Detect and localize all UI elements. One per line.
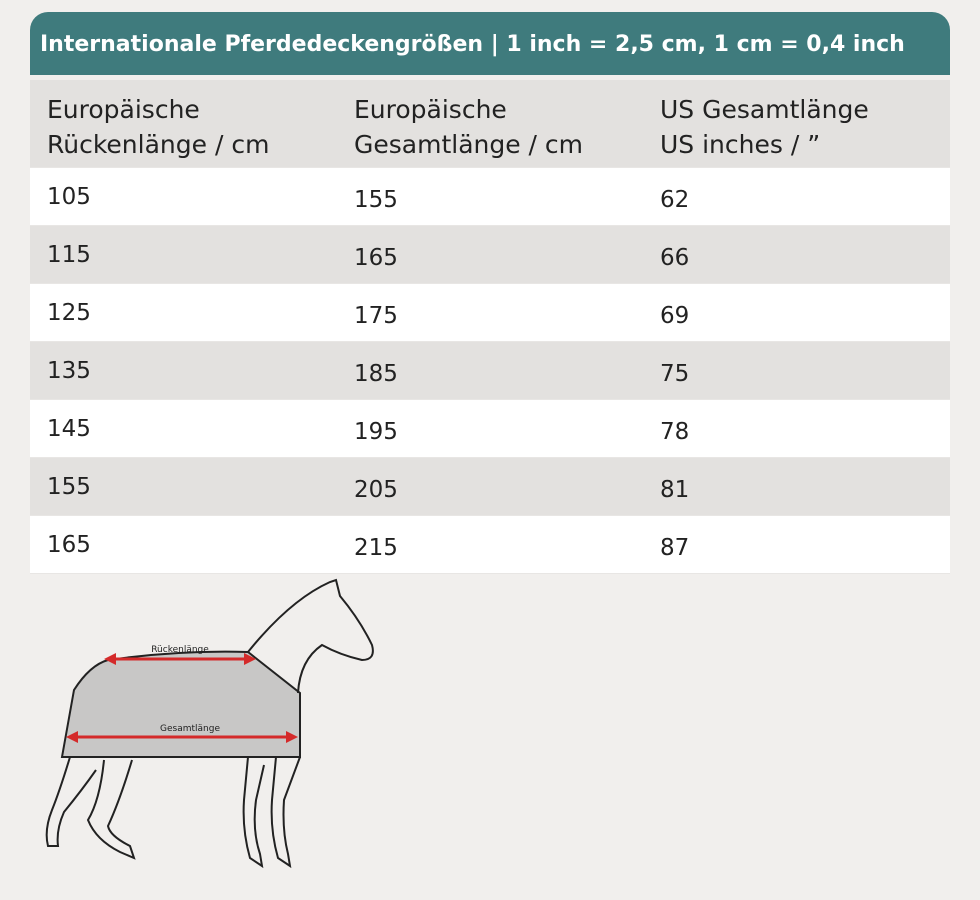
table-cell: 81 [660,477,690,503]
table-cell: 125 [47,300,91,326]
size-table: Europäische Rückenlänge / cm Europäische Ge… [30,80,950,574]
table-cell: 78 [660,419,690,445]
table-cell: 155 [47,474,91,500]
table-cell: 145 [47,416,91,442]
table-cell: 175 [354,303,398,329]
back-length-label: Rückenlänge [151,645,209,655]
table-cell: 215 [354,535,398,561]
table-row: 145 195 78 [30,400,950,458]
header-cell: US Gesamtlänge US inches / ” [660,92,869,162]
header-cell: Europäische Gesamtlänge / cm [354,92,583,162]
table-cell: 62 [660,187,690,213]
table-title: Internationale Pferdedeckengrößen | 1 in… [30,12,950,75]
header-line: Europäische [354,95,507,124]
table-cell: 165 [47,532,91,558]
blanket [60,650,301,758]
table-cell: 69 [660,303,690,329]
table-cell: 195 [354,419,398,445]
horse-outline [45,578,374,869]
table-row: 105 155 62 [30,168,950,226]
table-row: 135 185 75 [30,342,950,400]
table-cell: 155 [354,187,398,213]
header-line: US Gesamtlänge [660,95,869,124]
header-line: US inches / ” [660,130,821,159]
table-cell: 66 [660,245,690,271]
table-row: 125 175 69 [30,284,950,342]
header-line: Rückenlänge / cm [47,130,270,159]
header-line: Gesamtlänge / cm [354,130,584,159]
table-cell: 115 [47,242,91,268]
header-cell: Europäische Rückenlänge / cm [47,92,269,162]
table-cell: 75 [660,361,690,387]
table-cell: 87 [660,535,690,561]
total-length-label: Gesamtlänge [160,724,220,734]
table-row: 155 205 81 [30,458,950,516]
table-row: 115 165 66 [30,226,950,284]
table-cell: 165 [354,245,398,271]
table-cell: 185 [354,361,398,387]
horse-diagram: Rückenlänge Gesamtlänge [45,578,374,869]
table-row: 165 215 87 [30,516,950,574]
table-cell: 205 [354,477,398,503]
header-line: Europäische [47,95,200,124]
table-cell: 135 [47,358,91,384]
table-cell: 105 [47,184,91,210]
header-row: Europäische Rückenlänge / cm Europäische Ge… [30,80,950,168]
